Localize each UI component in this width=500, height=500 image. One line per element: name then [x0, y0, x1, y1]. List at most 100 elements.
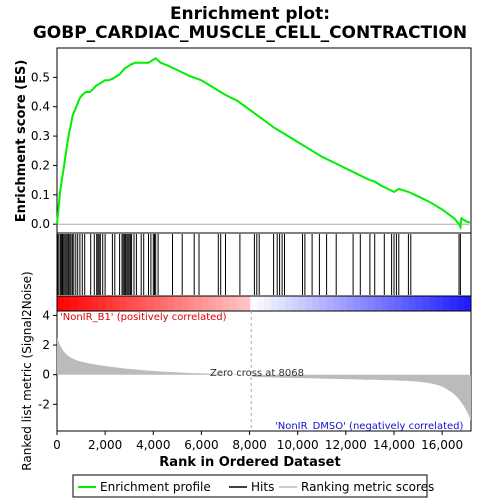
rank-color-bar: [56, 295, 472, 312]
color-bar-segment: [57, 296, 65, 311]
legend-ranking-metric-label: Ranking metric scores: [301, 480, 434, 494]
x-axis-label: Rank in Ordered Dataset: [159, 455, 340, 470]
color-bar-segment: [153, 296, 161, 311]
color-bar-segment: [326, 296, 334, 311]
color-bar-segment: [119, 296, 127, 311]
es-y-axis: 0.0 0.1 0.2 0.3 0.4 0.5: [31, 70, 57, 231]
es-y-tick-label: 0.0: [31, 217, 50, 231]
color-bar-segment: [277, 296, 286, 311]
x-tick-label: 6,000: [184, 438, 218, 452]
color-bar-segment: [291, 296, 299, 311]
hits-marks: [57, 234, 461, 295]
color-bar-segment: [270, 296, 279, 311]
color-bar-segment: [312, 296, 320, 311]
color-bar-segment: [188, 296, 196, 311]
x-tick-label: 16,000: [421, 438, 463, 452]
color-bar-segment: [264, 296, 272, 311]
color-bar-segment: [333, 296, 341, 311]
x-tick-label: 0: [53, 438, 61, 452]
color-bar-segment: [132, 296, 141, 311]
color-bar-segment: [243, 296, 251, 311]
color-bar-segment: [360, 296, 368, 311]
color-bar-segment: [112, 296, 120, 311]
color-bar-segment: [84, 296, 92, 311]
color-bar-segment: [160, 296, 168, 311]
color-bar-segment: [250, 296, 258, 311]
color-bar-segment: [257, 296, 265, 311]
x-tick-label: 12,000: [325, 438, 367, 452]
chart-title-line-1: Enrichment plot:: [170, 4, 330, 24]
color-bar-segment: [105, 296, 113, 311]
color-bar-segment: [222, 296, 230, 311]
color-bar-segment: [195, 296, 203, 311]
color-bar-segment: [91, 296, 99, 311]
legend-hits-label: Hits: [251, 480, 274, 494]
color-bar-segment: [215, 296, 224, 311]
es-y-tick-label: 0.2: [31, 158, 50, 172]
color-bar-segment: [436, 296, 444, 311]
color-bar-segment: [229, 296, 237, 311]
color-bar-segment: [126, 296, 134, 311]
es-y-tick-label: 0.3: [31, 129, 50, 143]
color-bar-segment: [395, 296, 403, 311]
metric-y-tick-label: 0: [42, 368, 50, 382]
color-bar-segment: [457, 296, 465, 311]
x-tick-label: 2,000: [88, 438, 122, 452]
color-bar-segment: [374, 296, 382, 311]
x-tick-label: 8,000: [232, 438, 266, 452]
color-bar-segment: [388, 296, 396, 311]
metric-y-axis-label: Ranked list metric (Signal2Noise): [20, 271, 34, 470]
x-tick-label: 4,000: [136, 438, 170, 452]
positive-correlation-label: 'NonIR_B1' (positively correlated): [60, 312, 227, 323]
color-bar-segment: [139, 296, 148, 311]
color-bar-segment: [402, 296, 410, 311]
metric-y-tick-label: -2: [38, 397, 50, 411]
color-bar-segment: [208, 296, 217, 311]
es-y-tick-label: 0.5: [31, 70, 50, 84]
es-y-tick-label: 0.4: [31, 100, 50, 114]
legend-enrichment-profile-label: Enrichment profile: [100, 480, 211, 494]
es-y-axis-label: Enrichment score (ES): [14, 60, 29, 223]
color-bar-segment: [174, 296, 182, 311]
color-bar-segment: [381, 296, 389, 311]
negative-correlation-label: 'NonIR_DMSO' (negatively correlated): [275, 421, 463, 432]
color-bar-segment: [450, 296, 458, 311]
color-bar-segment: [70, 296, 79, 311]
color-bar-segment: [346, 296, 355, 311]
enrichment-profile-line: [56, 57, 471, 231]
color-bar-segment: [77, 296, 86, 311]
legend-box: [72, 474, 428, 498]
color-bar-segment: [429, 296, 437, 311]
color-bar-segment: [98, 296, 106, 311]
zero-cross-label: Zero cross at 8068: [210, 368, 304, 379]
x-axis: 0 2,000 4,000 6,000 8,000 10,000 12,000 14,000 1…: [53, 431, 463, 452]
metric-y-tick-label: 4: [42, 308, 50, 322]
metric-y-tick-label: 2: [42, 338, 50, 352]
es-y-tick-label: 0.1: [31, 188, 50, 202]
color-bar-segment: [443, 296, 451, 311]
color-bar-segment: [422, 296, 431, 311]
color-bar-segment: [181, 296, 189, 311]
x-tick-label: 10,000: [277, 438, 319, 452]
color-bar-segment: [408, 296, 417, 311]
color-bar-segment: [305, 296, 313, 311]
color-bar-segment: [63, 296, 72, 311]
color-bar-segment: [339, 296, 348, 311]
color-bar-segment: [167, 296, 175, 311]
color-bar-segment: [367, 296, 375, 311]
color-bar-segment: [146, 296, 155, 311]
color-bar-segment: [319, 296, 327, 311]
color-bar-segment: [464, 296, 472, 311]
metric-y-axis: 4 2 0 -2: [38, 308, 57, 411]
es-plot-frame: [56, 47, 472, 234]
color-bar-segment: [236, 296, 244, 311]
color-bar-segment: [353, 296, 362, 311]
chart-title-line-2: GOBP_CARDIAC_MUSCLE_CELL_CONTRACTION: [33, 23, 467, 43]
x-tick-label: 14,000: [373, 438, 415, 452]
color-bar-segment: [284, 296, 293, 311]
color-bar-segment: [415, 296, 424, 311]
color-bar-segment: [298, 296, 306, 311]
ranking-metric-area: [57, 337, 471, 421]
color-bar-segment: [201, 296, 210, 311]
